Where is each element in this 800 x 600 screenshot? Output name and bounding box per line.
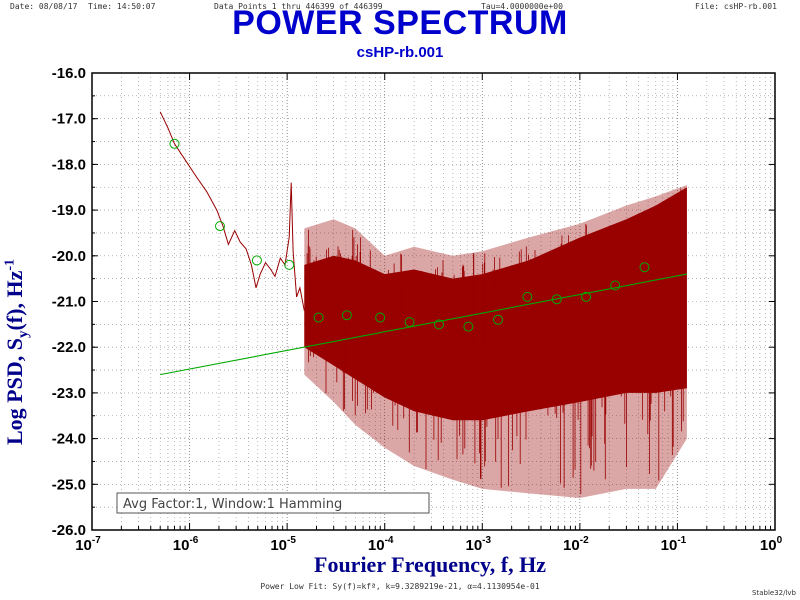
x-tick-exponent: -2	[580, 535, 589, 546]
x-tick-label: 10-6	[173, 535, 199, 554]
avg-point	[434, 319, 444, 330]
y-tick-label: -22.0	[52, 339, 86, 356]
x-tick-base: 10	[465, 537, 482, 554]
legend-box	[116, 492, 430, 514]
x-tick-base: 10	[270, 537, 287, 554]
avg-point	[215, 221, 225, 232]
x-tick-exponent: -1	[677, 535, 686, 546]
y-axis-label-mid: (f), Hz	[2, 270, 27, 331]
y-axis-label-sub: y	[15, 330, 32, 339]
header-data-points: Data Points 1 thru 446399 of 446399	[214, 2, 383, 11]
x-tick-base: 10	[563, 537, 580, 554]
header-time: Time: 14:50:07	[88, 2, 156, 11]
y-axis-label-sup: -1	[2, 258, 18, 271]
y-tick-label: -26.0	[52, 522, 86, 539]
avg-point	[463, 321, 474, 332]
y-tick-label: -21.0	[52, 294, 86, 311]
avg-point	[639, 262, 650, 273]
avg-point	[551, 294, 562, 305]
avg-point	[522, 291, 533, 302]
y-tick-label: -16.0	[52, 65, 86, 82]
y-tick-label: -19.0	[52, 202, 86, 219]
psd-line	[159, 111, 305, 311]
x-tick-exponent: -5	[287, 535, 296, 546]
y-tick-label: -17.0	[52, 111, 86, 128]
legend: Avg Factor:1, Window:1 Hamming	[116, 492, 430, 514]
fit-note: Power Low Fit: Sy(f)=kfª, k=9.3289219e-2…	[260, 582, 540, 591]
x-tick-base: 10	[75, 537, 92, 554]
x-tick-base: 10	[173, 537, 190, 554]
y-axis-label-main: Log PSD, S	[2, 338, 27, 445]
x-axis-label: Fourier Frequency, f, Hz	[314, 552, 546, 577]
x-tick-label: 10-3	[465, 535, 491, 554]
chart-title: POWER SPECTRUM	[232, 4, 568, 42]
x-tick-label: 10-4	[368, 535, 394, 554]
avg-point	[313, 312, 324, 323]
x-tick-exponent: -4	[385, 535, 394, 546]
x-tick-label: 100	[760, 535, 783, 554]
x-tick-label: 10-2	[563, 535, 589, 554]
x-tick-base: 10	[368, 537, 385, 554]
footer-credit: Stable32/lvb	[752, 589, 796, 597]
avg-point	[169, 138, 180, 149]
header-file: File: csHP-rb.001	[695, 2, 777, 11]
x-tick-base: 10	[760, 537, 777, 554]
x-tick-exponent: -3	[482, 535, 491, 546]
x-tick-base: 10	[661, 537, 678, 554]
y-tick-label: -23.0	[52, 385, 86, 402]
y-tick-label: -25.0	[52, 476, 86, 493]
legend-text: Avg Factor:1, Window:1 Hamming	[123, 497, 342, 512]
x-tick-exponent: -6	[189, 535, 198, 546]
avg-point	[375, 312, 386, 323]
avg-point	[493, 314, 503, 325]
avg-point	[581, 291, 592, 302]
x-tick-label: 10-1	[661, 535, 687, 554]
y-tick-label: -18.0	[52, 156, 86, 173]
x-tick-label: 10-5	[270, 535, 296, 554]
psd-spikes	[306, 188, 685, 495]
header-tau: Tau=4.0000000e+00	[481, 2, 563, 11]
fit-line	[160, 273, 687, 376]
x-tick-label: 10-7	[75, 535, 101, 554]
x-tick-exponent: -7	[92, 535, 101, 546]
y-axis-label: Log PSD, Sy(f), Hz-1	[2, 259, 32, 445]
x-tick-exponent: 0	[777, 535, 783, 546]
y-tick-label: -24.0	[52, 431, 86, 448]
avg-point	[251, 255, 262, 266]
chart-subtitle: csHP-rb.001	[356, 44, 444, 61]
header-date: Date: 08/08/17	[10, 2, 78, 11]
avg-point	[341, 310, 352, 321]
y-tick-label: -20.0	[52, 248, 86, 265]
avg-point	[610, 280, 621, 291]
avg-point	[404, 317, 415, 328]
avg-point	[284, 259, 295, 270]
